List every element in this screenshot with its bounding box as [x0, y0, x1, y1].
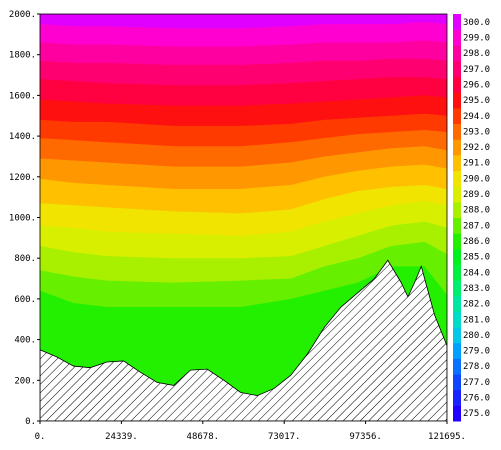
- colorbar-label: 276.0: [463, 394, 490, 404]
- x-tick-label: 0.: [35, 432, 46, 442]
- colorbar-swatch: [453, 248, 461, 265]
- axes: 0. 200. 400. 600. 800. 1000. 1200. 1400. 1600. 18…: [9, 10, 466, 442]
- colorbar: 275.0 276.0 277.0 278.0 279.0 280.0 281.0 282.0…: [453, 14, 490, 422]
- colorbar-swatch: [453, 295, 461, 312]
- y-tick-label: 800.: [14, 254, 36, 264]
- colorbar-label: 290.0: [463, 174, 490, 184]
- colorbar-swatch: [453, 405, 461, 422]
- colorbar-swatch: [453, 327, 461, 344]
- y-tick-label: 1600.: [9, 91, 36, 101]
- x-tick-label: 73017.: [268, 432, 301, 442]
- colorbar-label: 292.0: [463, 143, 490, 153]
- colorbar-label: 289.0: [463, 190, 490, 200]
- colorbar-label: 283.0: [463, 284, 490, 294]
- colorbar-swatch: [453, 186, 461, 203]
- colorbar-swatch: [453, 342, 461, 359]
- colorbar-label: 293.0: [463, 127, 490, 137]
- colorbar-swatch: [453, 154, 461, 172]
- colorbar-label: 297.0: [463, 65, 490, 75]
- colorbar-label: 288.0: [463, 206, 490, 216]
- colorbar-swatch: [453, 29, 461, 46]
- colorbar-label: 299.0: [463, 33, 490, 43]
- y-tick-label: 1400.: [9, 132, 36, 142]
- y-tick-label: 400.: [14, 336, 36, 346]
- colorbar-label: 277.0: [463, 378, 490, 388]
- colorbar-label: 278.0: [463, 362, 490, 372]
- colorbar-label: 285.0: [463, 253, 490, 263]
- x-tick-label: 97356.: [349, 432, 382, 442]
- colorbar-swatch: [453, 389, 461, 406]
- colorbar-swatch: [453, 107, 461, 125]
- colorbar-label: 294.0: [463, 112, 490, 122]
- colorbar-label: 275.0: [463, 409, 490, 419]
- colorbar-label: 286.0: [463, 237, 490, 247]
- terrain-hatch: [40, 259, 447, 421]
- colorbar-label: 287.0: [463, 221, 490, 231]
- x-tick-label: 121695.: [428, 432, 466, 442]
- colorbar-swatch: [453, 45, 461, 62]
- y-tick-label: 1200.: [9, 173, 36, 183]
- colorbar-label: 296.0: [463, 80, 490, 90]
- colorbar-swatch: [453, 14, 461, 31]
- contour-bands: [40, 14, 447, 421]
- colorbar-swatch: [453, 264, 461, 281]
- colorbar-label: 291.0: [463, 159, 490, 169]
- colorbar-swatch: [453, 217, 461, 234]
- x-tick-label: 48678.: [187, 432, 220, 442]
- colorbar-label: 281.0: [463, 315, 490, 325]
- colorbar-swatch: [453, 139, 461, 156]
- colorbar-label: 295.0: [463, 96, 490, 106]
- colorbar-swatch: [453, 358, 461, 375]
- y-tick-label: 2000.: [9, 10, 36, 20]
- colorbar-label: 282.0: [463, 300, 490, 310]
- colorbar-swatch: [453, 170, 461, 187]
- band-300: [40, 14, 447, 29]
- y-tick-label: 600.: [14, 295, 36, 305]
- colorbar-label: 300.0: [463, 18, 490, 28]
- y-tick-label: 0.: [25, 417, 36, 427]
- colorbar-swatch: [453, 60, 461, 78]
- colorbar-swatch: [453, 123, 461, 140]
- terrain-area: [40, 259, 447, 421]
- x-tick-label: 24339.: [105, 432, 138, 442]
- colorbar-label: 279.0: [463, 347, 490, 357]
- colorbar-label: 280.0: [463, 331, 490, 341]
- colorbar-swatch: [453, 201, 461, 218]
- colorbar-swatch: [453, 311, 461, 328]
- y-tick-label: 1000.: [9, 214, 36, 224]
- colorbar-swatch: [453, 92, 461, 109]
- colorbar-swatch: [453, 76, 461, 93]
- y-tick-label: 1800.: [9, 51, 36, 61]
- colorbar-label: 284.0: [463, 268, 490, 278]
- colorbar-swatch: [453, 280, 461, 297]
- y-tick-label: 200.: [14, 376, 36, 386]
- colorbar-swatch: [453, 233, 461, 250]
- colorbar-label: 298.0: [463, 49, 490, 59]
- colorbar-swatch: [453, 374, 461, 391]
